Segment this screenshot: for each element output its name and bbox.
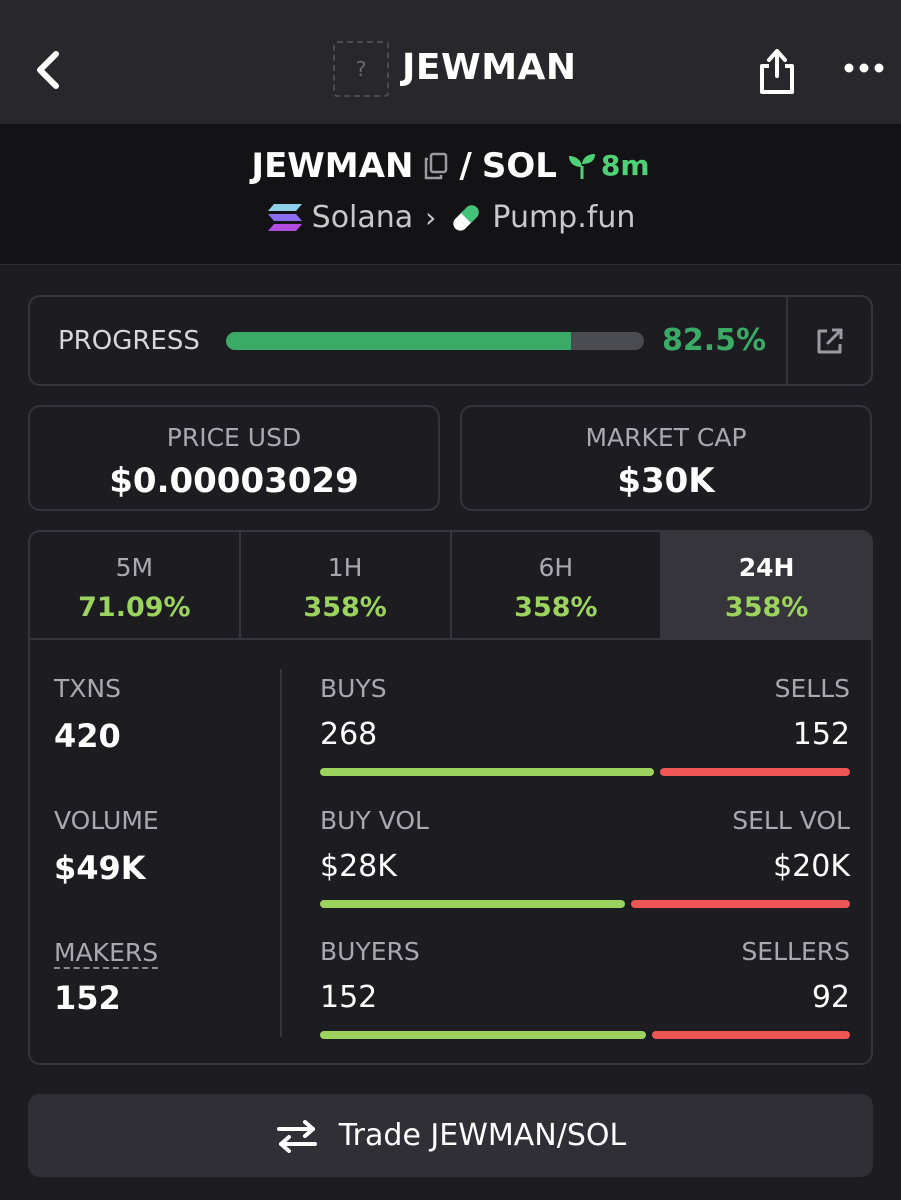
progress-bar: [226, 332, 644, 350]
chain-breadcrumb: Solana › Pump.fun: [0, 196, 901, 240]
tab-1h[interactable]: 1H 358%: [241, 532, 452, 638]
breadcrumb-chevron-icon: ›: [425, 201, 437, 234]
sprout-icon: [568, 154, 595, 179]
sells-value: 152: [792, 717, 850, 752]
dex-link-pumpfun[interactable]: Pump.fun: [448, 196, 635, 240]
tab-change: 358%: [724, 592, 809, 623]
buyers-ratio-bar: [320, 1031, 850, 1039]
copy-icon: [425, 152, 448, 180]
progress-divider: [786, 297, 788, 384]
back-chevron-icon: [37, 51, 59, 89]
back-button[interactable]: [22, 42, 72, 98]
tab-label: 1H: [327, 553, 363, 582]
pair-age-badge: 8m: [567, 143, 650, 189]
solana-icon: [267, 204, 302, 231]
sell-vol-label: SELL VOL: [732, 806, 850, 835]
makers-metric: MAKERS 152: [54, 936, 159, 1018]
buyers-sellers-split: BUYERS SELLERS 152 92: [320, 935, 850, 1039]
volume-label: VOLUME: [54, 806, 159, 835]
more-dots-icon: [844, 63, 884, 73]
tab-change: 71.09%: [78, 592, 191, 623]
copy-address-button[interactable]: [423, 152, 449, 180]
tab-label: 5M: [115, 553, 154, 582]
market-cap-label: MARKET CAP: [585, 423, 747, 452]
tab-change: 358%: [303, 592, 387, 623]
bonding-progress-card: PROGRESS 82.5%: [28, 295, 873, 386]
buy-vol-bar: [320, 900, 626, 908]
buyers-bar: [320, 1031, 647, 1039]
sellers-bar: [652, 1031, 850, 1039]
progress-value: 82.5%: [662, 323, 767, 358]
buys-value: 268: [320, 717, 378, 752]
tab-24h[interactable]: 24H 358%: [662, 532, 871, 638]
txns-value: 420: [54, 717, 121, 755]
price-card: PRICE USD $0.00003029: [28, 405, 440, 511]
pair-age-text: 8m: [600, 149, 650, 182]
market-cap-value: $30K: [617, 461, 715, 501]
trade-button-label: Trade JEWMAN/SOL: [338, 1118, 627, 1153]
tab-6h[interactable]: 6H 358%: [452, 532, 663, 638]
txns-metric: TXNS 420: [54, 672, 121, 756]
more-options-button[interactable]: [838, 50, 890, 86]
price-label: PRICE USD: [166, 423, 302, 452]
buys-label: BUYS: [320, 674, 387, 703]
buys-sells-split: BUYS SELLS 268 152: [320, 672, 850, 776]
trading-stats-card: 5M 71.09% 1H 358% 6H 358% 24H 358% TXNS …: [28, 530, 873, 1065]
swap-arrows-icon: [276, 1119, 317, 1153]
sell-vol-value: $20K: [773, 849, 850, 884]
dex-name: Pump.fun: [492, 200, 636, 235]
buyers-value: 152: [320, 980, 378, 1015]
open-external-button[interactable]: [788, 297, 871, 384]
tab-change: 358%: [514, 592, 598, 623]
buy-vol-label: BUY VOL: [320, 806, 429, 835]
volume-value: $49K: [54, 849, 146, 887]
pair-quote-symbol: SOL: [481, 146, 557, 186]
sellers-value: 92: [811, 980, 850, 1015]
top-bar: ? JEWMAN: [0, 0, 901, 124]
buys-bar: [320, 768, 655, 776]
makers-value: 152: [54, 979, 121, 1017]
trade-button[interactable]: Trade JEWMAN/SOL: [28, 1094, 873, 1177]
market-cap-card: MARKET CAP $30K: [460, 405, 872, 511]
tab-5m[interactable]: 5M 71.09%: [30, 532, 241, 638]
tab-label: 24H: [738, 553, 795, 582]
buy-vol-value: $28K: [320, 849, 397, 884]
timeframe-tabs: 5M 71.09% 1H 358% 6H 358% 24H 358%: [30, 532, 871, 640]
token-title: JEWMAN: [402, 47, 577, 88]
share-icon: [760, 49, 794, 94]
buys-sells-ratio-bar: [320, 768, 850, 776]
pair-separator: /: [459, 146, 472, 186]
volume-metric: VOLUME $49K: [54, 804, 159, 888]
tab-label: 6H: [538, 553, 574, 582]
chain-name: Solana: [311, 200, 414, 235]
pair-base-symbol: JEWMAN: [251, 146, 414, 186]
pair-info-bar: [0, 124, 901, 265]
pill-icon: [453, 205, 480, 231]
volume-ratio-bar: [320, 900, 850, 908]
sellers-label: SELLERS: [741, 937, 850, 966]
progress-label: PROGRESS: [58, 326, 200, 356]
price-value: $0.00003029: [109, 461, 359, 501]
chain-link-solana[interactable]: Solana: [266, 196, 414, 240]
column-divider: [280, 669, 282, 1037]
buy-sell-volume-split: BUY VOL SELL VOL $28K $20K: [320, 804, 850, 908]
sells-bar: [660, 768, 850, 776]
token-logo-placeholder: ?: [333, 41, 389, 97]
share-button[interactable]: [752, 44, 802, 98]
sells-label: SELLS: [774, 674, 850, 703]
external-link-icon: [817, 328, 842, 353]
buyers-label: BUYERS: [320, 937, 420, 966]
txns-label: TXNS: [54, 674, 121, 703]
sell-vol-bar: [631, 900, 850, 908]
pair-title: JEWMAN / SOL 8m: [0, 143, 901, 189]
progress-bar-fill: [226, 332, 571, 350]
makers-label[interactable]: MAKERS: [54, 938, 159, 969]
